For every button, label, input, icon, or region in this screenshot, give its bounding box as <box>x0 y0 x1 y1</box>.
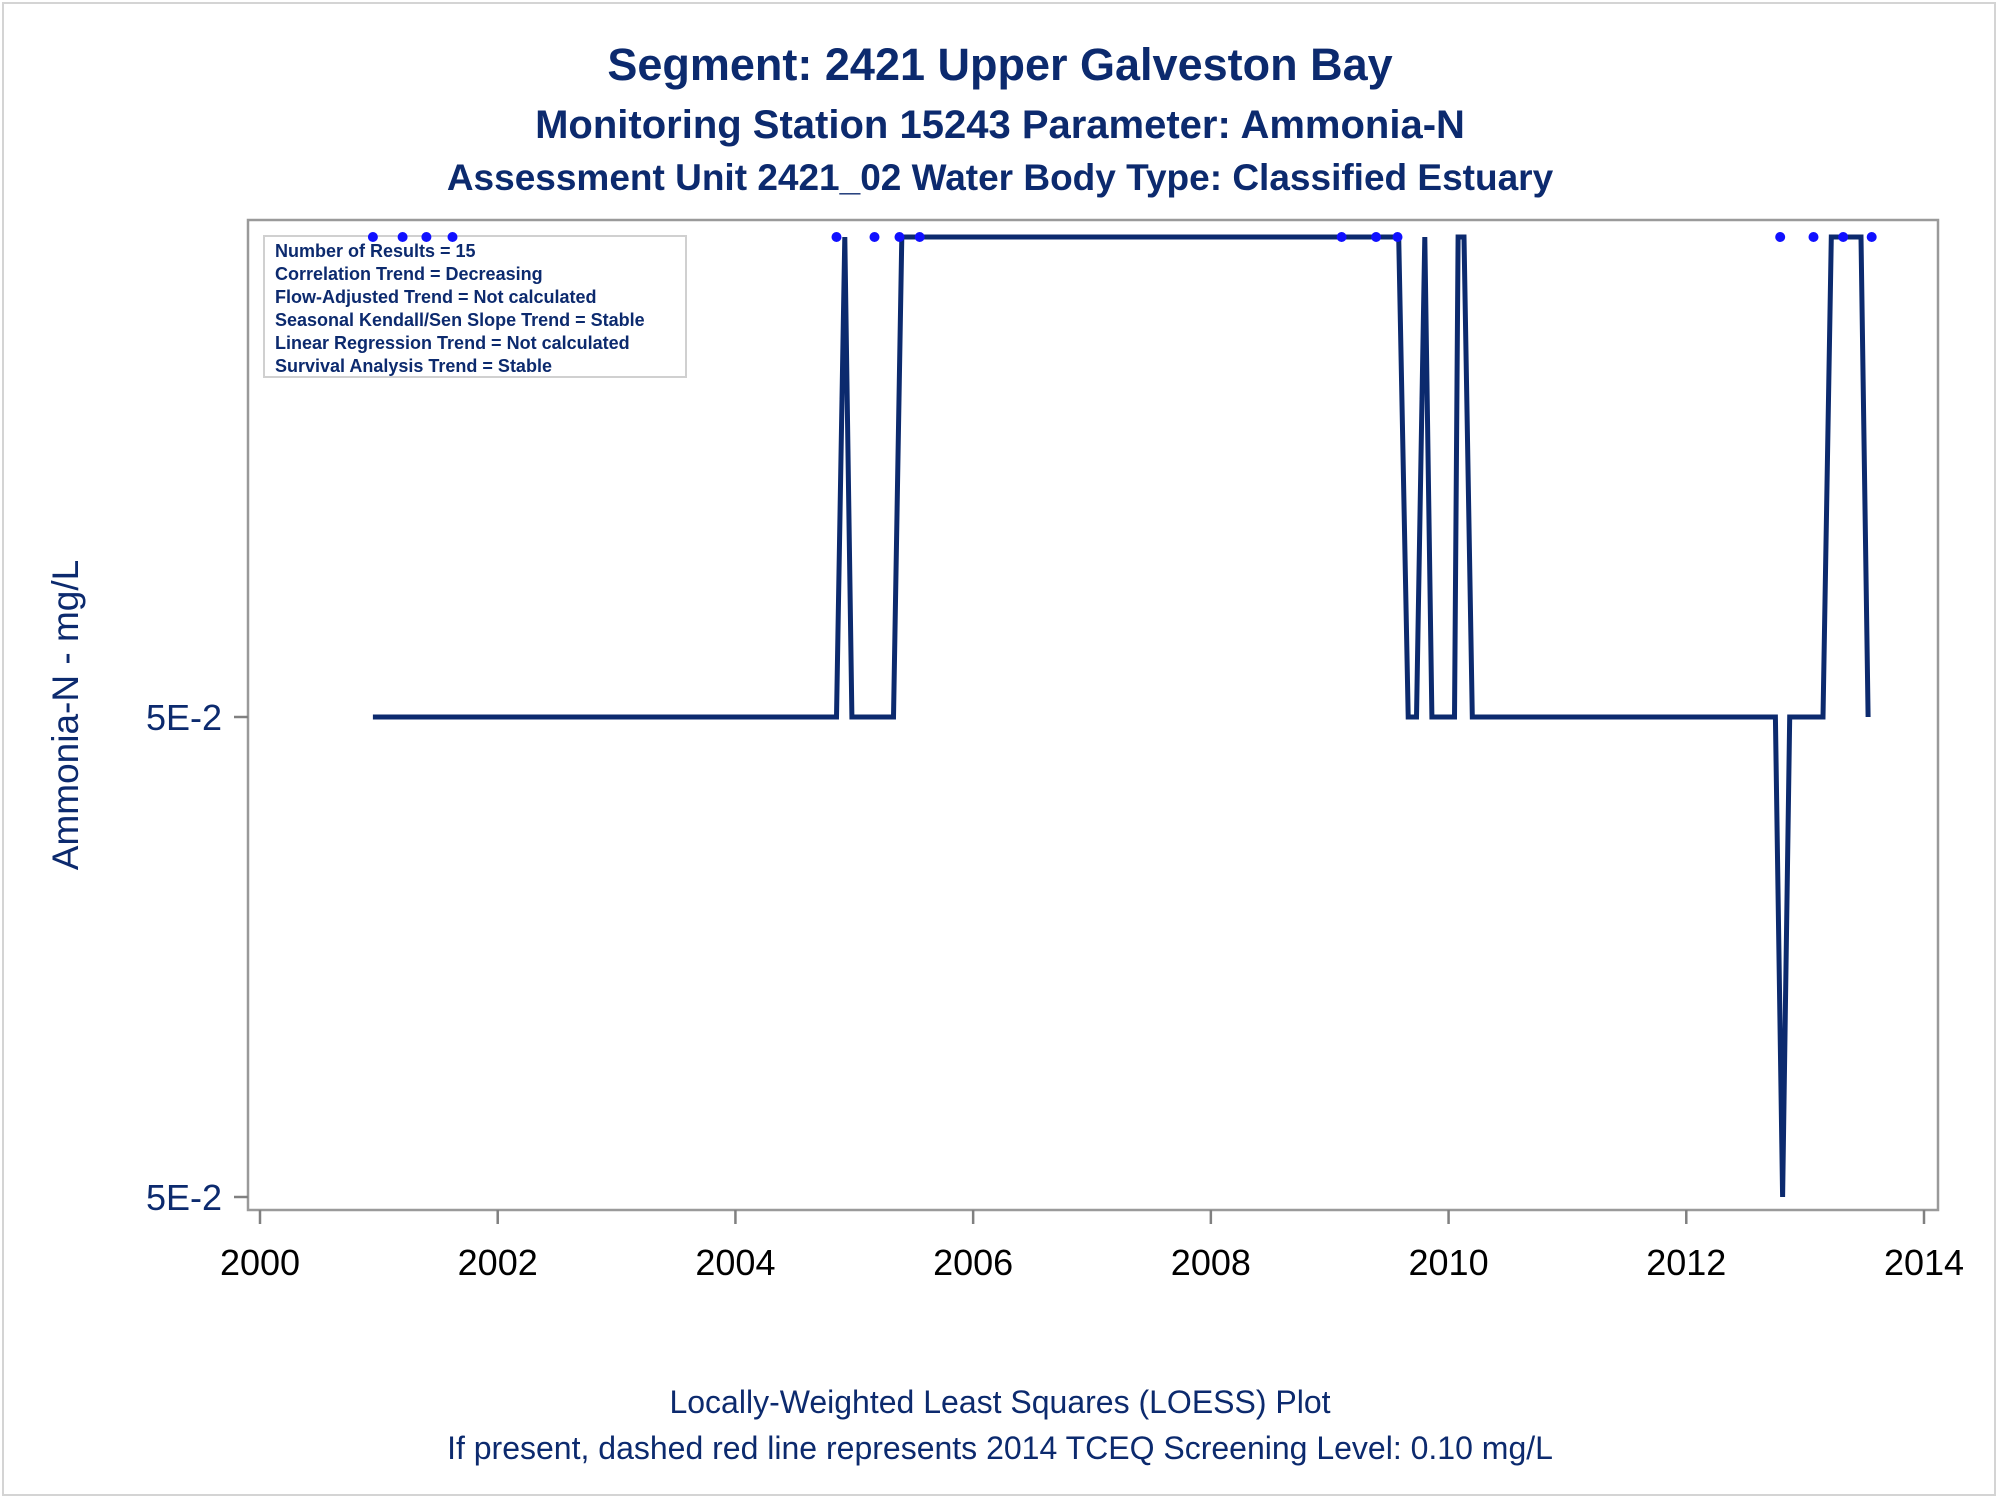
trend-stats-box-border <box>263 235 687 378</box>
data-point <box>1838 232 1849 242</box>
y-axis-label: Ammonia-N - mg/L <box>45 560 86 870</box>
plot-area <box>246 218 1940 1212</box>
trend-stat-line: Number of Results = 15 <box>275 241 476 261</box>
data-point <box>447 232 458 242</box>
chart-subtitle: Monitoring Station 15243 Parameter: Ammo… <box>535 103 1465 147</box>
data-point <box>397 232 408 242</box>
trend-stat-line: Survival Analysis Trend = Stable <box>275 356 552 376</box>
data-point <box>869 232 880 242</box>
x-tick-label: 2008 <box>1171 1242 1251 1283</box>
chart-title: Segment: 2421 Upper Galveston Bay <box>607 39 1392 90</box>
trend-stats-box: Number of Results = 15 Correlation Trend … <box>263 235 687 378</box>
y-axis: 5E-2 5E-2 <box>146 697 248 1218</box>
trend-stat-line: Seasonal Kendall/Sen Slope Trend = Stabl… <box>275 310 645 330</box>
x-tick-label: 2012 <box>1646 1242 1726 1283</box>
data-point <box>914 232 925 242</box>
data-point <box>1775 232 1786 242</box>
footnote-screening-level: If present, dashed red line represents 2… <box>447 1430 1553 1466</box>
x-tick-label: 2006 <box>933 1242 1013 1283</box>
data-point <box>1808 232 1819 242</box>
trend-stat-line: Flow-Adjusted Trend = Not calculated <box>275 287 597 307</box>
trend-stat-line: Correlation Trend = Decreasing <box>275 264 543 284</box>
y-tick-label: 5E-2 <box>146 697 222 738</box>
y-tick-label: 5E-2 <box>146 1177 222 1218</box>
data-point <box>421 232 432 242</box>
x-tick-label: 2002 <box>458 1242 538 1283</box>
x-axis: 2000 2002 2004 2006 2008 2010 2012 2014 <box>220 1210 1964 1283</box>
points-layer <box>367 232 1877 242</box>
data-point <box>1371 232 1382 242</box>
series-layer <box>372 234 1871 1198</box>
trend-stat-line: Linear Regression Trend = Not calculated <box>275 333 630 353</box>
data-point <box>367 232 378 242</box>
footnote-loess: Locally-Weighted Least Squares (LOESS) P… <box>669 1384 1330 1420</box>
data-point <box>831 232 842 242</box>
x-tick-label: 2004 <box>695 1242 775 1283</box>
data-point <box>1336 232 1347 242</box>
x-tick-label: 2000 <box>220 1242 300 1283</box>
data-point <box>1392 232 1403 242</box>
data-point <box>894 232 905 242</box>
chart-subtitle-2: Assessment Unit 2421_02 Water Body Type:… <box>447 157 1554 198</box>
series-line <box>372 234 1871 1198</box>
data-point <box>1866 232 1877 242</box>
x-tick-label: 2014 <box>1884 1242 1964 1283</box>
x-tick-label: 2010 <box>1409 1242 1489 1283</box>
